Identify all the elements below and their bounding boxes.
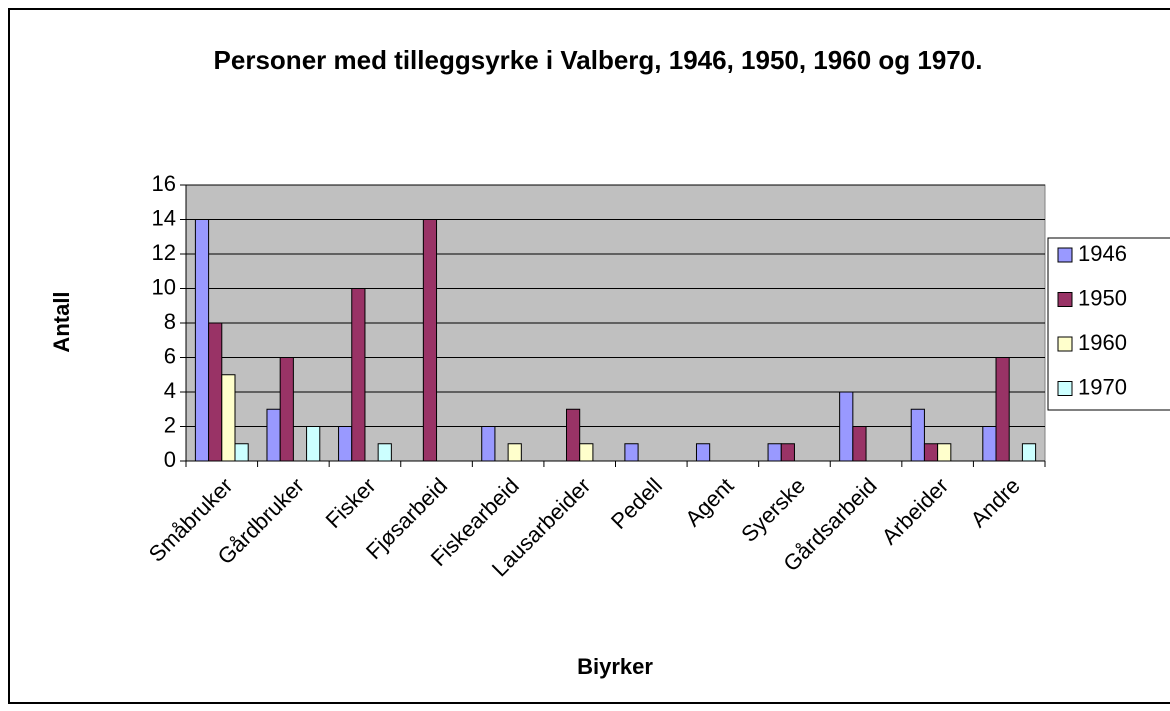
- bar: [377, 443, 392, 462]
- y-tick-label: 2: [164, 412, 176, 437]
- y-tick-label: 12: [152, 240, 176, 265]
- chart-title: Personer med tilleggsyrke i Valberg, 194…: [213, 45, 983, 75]
- legend-swatch: [1057, 381, 1073, 396]
- y-axis-label: Antall: [49, 291, 74, 352]
- bar: [1021, 443, 1037, 462]
- x-axis-label: Biyrker: [577, 654, 653, 679]
- y-tick-label: 0: [164, 447, 176, 472]
- legend-label: 1946: [1078, 241, 1127, 266]
- bar: [780, 443, 795, 462]
- legend-label: 1950: [1078, 285, 1127, 310]
- bar: [695, 443, 711, 462]
- bar: [937, 443, 952, 462]
- legend-swatch: [1057, 247, 1073, 263]
- y-tick-label: 16: [152, 171, 176, 196]
- bar: [234, 443, 249, 462]
- y-tick-label: 4: [164, 378, 176, 403]
- legend-swatch: [1057, 292, 1073, 307]
- bar: [579, 443, 594, 462]
- legend-label: 1970: [1078, 374, 1127, 399]
- bar: [852, 426, 867, 462]
- legend-label: 1960: [1078, 330, 1127, 355]
- y-tick-label: 10: [152, 274, 176, 299]
- bar: [995, 357, 1010, 462]
- legend-swatch: [1057, 336, 1073, 352]
- bar: [839, 391, 854, 462]
- y-tick-label: 6: [164, 343, 176, 368]
- bar: [982, 426, 997, 462]
- bar: [279, 357, 294, 462]
- bar: [338, 426, 353, 462]
- bar: [910, 408, 925, 462]
- bar: [923, 443, 939, 462]
- y-tick-label: 14: [152, 205, 176, 230]
- bar: [306, 426, 321, 462]
- bar: [507, 443, 522, 462]
- bar: [266, 408, 281, 462]
- bar: [566, 408, 581, 462]
- bar: [481, 426, 496, 462]
- bar: [221, 374, 236, 462]
- bar: [194, 219, 210, 462]
- bar: [422, 219, 438, 462]
- bar: [767, 443, 782, 462]
- bar: [351, 288, 366, 462]
- bar: [208, 322, 223, 462]
- y-tick-label: 8: [164, 309, 176, 334]
- bar: [624, 443, 639, 462]
